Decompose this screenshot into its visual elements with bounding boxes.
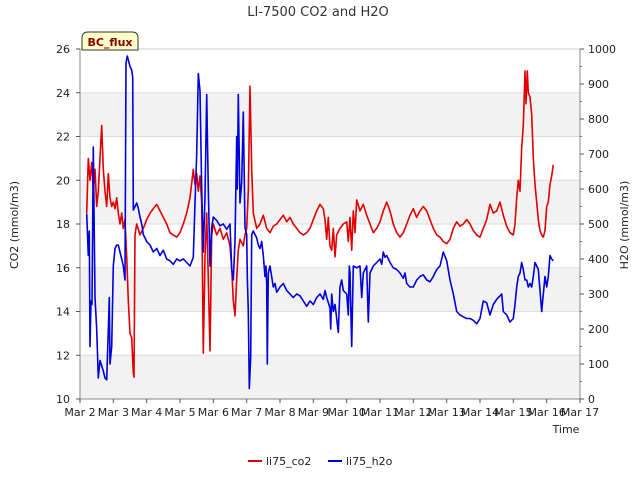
y-left-tick-label: 14 <box>56 306 70 319</box>
x-tick-label: Mar 2 <box>64 406 95 419</box>
grid-band <box>80 180 580 224</box>
x-tick-label: Mar 17 <box>561 406 599 419</box>
y-left-tick-label: 12 <box>56 349 70 362</box>
y-right-tick-label: 0 <box>588 393 595 406</box>
x-tick-label: Mar 14 <box>461 406 499 419</box>
y-right-tick-label: 100 <box>588 358 609 371</box>
x-tick-label: Mar 12 <box>394 406 432 419</box>
y-right-tick-label: 700 <box>588 148 609 161</box>
grid-band <box>80 267 580 312</box>
y-right-tick-label: 400 <box>588 253 609 266</box>
y-left-tick-label: 20 <box>56 174 70 187</box>
grid-band <box>80 92 580 137</box>
y-left-tick-label: 24 <box>56 87 70 100</box>
y-right-tick-label: 300 <box>588 288 609 301</box>
y-right-tick-label: 600 <box>588 183 609 196</box>
y-left-tick-label: 26 <box>56 43 70 56</box>
chart-title: LI-7500 CO2 and H2O <box>247 5 389 20</box>
x-tick-label: Mar 6 <box>198 406 229 419</box>
y-right-tick-label: 900 <box>588 78 609 91</box>
series-layer <box>85 55 555 390</box>
y-axis-left-title: CO2 (mmol/m3) <box>8 181 21 269</box>
y-right-tick-label: 1000 <box>588 43 616 56</box>
site-badge: BC_flux <box>81 31 139 51</box>
y-left-tick-label: 10 <box>56 393 70 406</box>
site-badge-label: BC_flux <box>87 36 132 49</box>
x-tick-label: Mar 11 <box>361 406 399 419</box>
x-tick-label: Mar 13 <box>428 406 466 419</box>
y-left-tick-label: 18 <box>56 218 70 231</box>
grid-band <box>80 355 580 399</box>
site-badge-box <box>81 31 139 51</box>
y-right-tick-label: 800 <box>588 113 609 126</box>
y-left-tick-label: 22 <box>56 131 70 144</box>
y-axis-right-title: H2O (mmol/m3) <box>618 181 631 270</box>
y-right-tick-label: 500 <box>588 218 609 231</box>
x-tick-label: Mar 4 <box>131 406 162 419</box>
x-tick-label: Mar 16 <box>528 406 566 419</box>
y-left-tick-label: 16 <box>56 262 70 275</box>
x-tick-label: Mar 15 <box>494 406 532 419</box>
y-right-tick-label: 200 <box>588 323 609 336</box>
x-axis-title: Time <box>552 423 580 436</box>
x-tick-label: Mar 10 <box>328 406 366 419</box>
legend-label-co2: li75_co2 <box>266 455 311 468</box>
legend: li75_co2 li75_h2o <box>248 455 393 468</box>
legend-label-h2o: li75_h2o <box>346 455 393 468</box>
axes-layer: 10 12 14 16 18 20 22 24 26 0 100 200 300 400 500 600 700… <box>56 43 616 419</box>
grid-bands <box>80 92 580 399</box>
x-tick-label: Mar 8 <box>264 406 295 419</box>
x-tick-label: Mar 3 <box>98 406 129 419</box>
series-line-li75_co2 <box>85 70 555 378</box>
x-tick-label: Mar 7 <box>231 406 262 419</box>
series-line-li75_h2o <box>85 55 554 390</box>
x-tick-label: Mar 9 <box>298 406 329 419</box>
x-tick-label: Mar 5 <box>164 406 195 419</box>
